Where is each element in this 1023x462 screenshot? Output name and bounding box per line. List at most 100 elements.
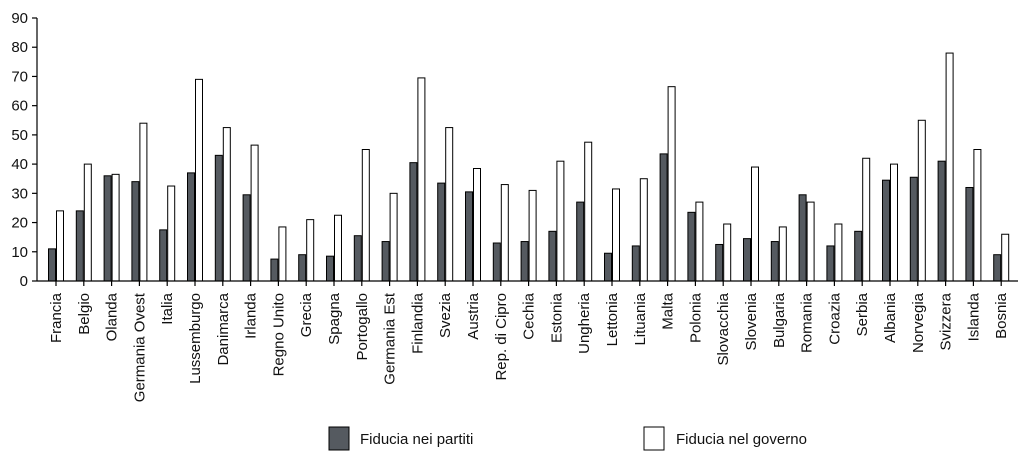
x-tick-label: Svizzera bbox=[938, 292, 955, 350]
bar-fiducia-partiti bbox=[131, 181, 140, 282]
bar-fiducia-partiti bbox=[75, 210, 84, 282]
x-tick-label: Rep. di Cipro bbox=[493, 293, 510, 381]
bar-fiducia-partiti bbox=[659, 153, 668, 282]
x-tick-label: Croazia bbox=[826, 292, 843, 344]
y-tick-label: 90 bbox=[11, 10, 28, 27]
bar-fiducia-governo bbox=[778, 226, 787, 282]
bar-fiducia-governo bbox=[834, 223, 843, 282]
bar-fiducia-partiti bbox=[103, 175, 112, 282]
bar-fiducia-governo bbox=[56, 210, 64, 282]
x-tick-label: Lussemburgo bbox=[187, 293, 204, 384]
bar-fiducia-governo bbox=[445, 127, 454, 282]
bar-fiducia-partiti bbox=[409, 162, 418, 282]
bar-fiducia-governo bbox=[612, 188, 620, 282]
x-tick-label: Austria bbox=[465, 292, 482, 339]
bar-fiducia-partiti bbox=[770, 241, 779, 282]
bar-fiducia-governo bbox=[973, 149, 982, 282]
x-tick-label: Malta bbox=[660, 292, 677, 329]
bar-fiducia-governo bbox=[167, 185, 176, 282]
bar-fiducia-partiti bbox=[631, 245, 640, 282]
bar-fiducia-governo bbox=[917, 119, 926, 282]
y-axis: 0 10 20 30 40 50 60 70 80 90 bbox=[11, 10, 38, 290]
bar-fiducia-partiti bbox=[965, 186, 974, 282]
x-tick-label: Slovenia bbox=[743, 292, 760, 350]
bar-fiducia-governo bbox=[751, 166, 759, 282]
bar-fiducia-governo bbox=[695, 201, 704, 282]
bar-fiducia-partiti bbox=[882, 179, 890, 282]
x-tick-label: Francia bbox=[48, 292, 65, 343]
bar-fiducia-partiti bbox=[270, 258, 279, 282]
legend: Fiducia nei partiti Fiducia nel governo bbox=[328, 426, 807, 451]
bar-fiducia-governo bbox=[139, 122, 148, 282]
bar-fiducia-partiti bbox=[743, 238, 751, 282]
bar-fiducia-partiti bbox=[48, 248, 56, 282]
bar-fiducia-governo bbox=[723, 223, 732, 282]
x-tick-label: Islanda bbox=[965, 292, 982, 341]
bar-fiducia-partiti bbox=[909, 176, 918, 282]
y-tick-label: 40 bbox=[11, 156, 28, 173]
bar-fiducia-partiti bbox=[715, 243, 724, 282]
legend-label-partiti: Fiducia nei partiti bbox=[360, 431, 473, 448]
bar-fiducia-partiti bbox=[798, 194, 807, 282]
x-tick-label: Slovacchia bbox=[715, 292, 732, 365]
bar-fiducia-partiti bbox=[159, 229, 168, 282]
y-tick-label: 80 bbox=[11, 39, 28, 56]
x-tick-label: Svezia bbox=[437, 292, 454, 338]
bar-fiducia-partiti bbox=[465, 191, 473, 282]
bar-fiducia-partiti bbox=[604, 252, 612, 282]
x-tick-label: Germania Ovest bbox=[131, 292, 148, 402]
bar-fiducia-governo bbox=[890, 163, 898, 282]
x-tick-label: Cechia bbox=[521, 292, 538, 339]
x-tick-label: Belgio bbox=[76, 293, 93, 335]
x-tick-label: Lettonia bbox=[604, 292, 621, 346]
bar-fiducia-partiti bbox=[214, 154, 223, 282]
x-tick-label: Bulgaria bbox=[771, 292, 788, 348]
bar-fiducia-partiti bbox=[854, 230, 863, 282]
y-tick-label: 0 bbox=[20, 273, 28, 290]
bar-fiducia-governo bbox=[667, 86, 676, 282]
bar-fiducia-governo bbox=[278, 226, 287, 282]
legend-swatch-governo bbox=[643, 426, 665, 451]
x-tick-label: Norvegia bbox=[910, 292, 927, 353]
x-tick-label: Italia bbox=[159, 292, 176, 324]
x-axis: Francia Belgio Olanda Germania Ovest Italia L… bbox=[37, 280, 1018, 402]
x-tick-label: Polonia bbox=[687, 292, 704, 343]
bar-fiducia-governo bbox=[222, 127, 231, 282]
bar-fiducia-partiti bbox=[492, 242, 501, 282]
bar-fiducia-governo bbox=[528, 189, 537, 282]
bar-fiducia-partiti bbox=[937, 160, 946, 282]
bar-fiducia-governo bbox=[500, 184, 509, 282]
x-tick-label: Romania bbox=[799, 292, 816, 353]
x-tick-label: Danimarca bbox=[215, 292, 232, 365]
bar-fiducia-governo bbox=[83, 163, 92, 282]
y-tick-label: 20 bbox=[11, 215, 28, 232]
x-tick-label: Germania Est bbox=[382, 292, 399, 385]
bar-fiducia-governo bbox=[1001, 233, 1010, 282]
y-tick-label: 10 bbox=[11, 244, 28, 261]
x-tick-label: Lituania bbox=[632, 292, 649, 345]
bar-fiducia-partiti bbox=[298, 254, 307, 282]
y-tick-label: 60 bbox=[11, 98, 28, 115]
x-tick-label: Bosnia bbox=[993, 292, 1010, 339]
bar-fiducia-governo bbox=[417, 77, 426, 282]
x-tick-label: Albania bbox=[882, 292, 899, 343]
bar-fiducia-governo bbox=[306, 219, 315, 282]
bar-fiducia-governo bbox=[639, 178, 648, 282]
y-tick-label: 50 bbox=[11, 127, 28, 144]
x-tick-label: Regno Unito bbox=[270, 293, 287, 376]
bar-fiducia-governo bbox=[945, 52, 954, 282]
bar-fiducia-partiti bbox=[993, 254, 1002, 282]
bar-fiducia-governo bbox=[862, 157, 871, 282]
bar-fiducia-governo bbox=[334, 214, 342, 282]
bar-fiducia-partiti bbox=[187, 172, 195, 282]
bar-fiducia-governo bbox=[195, 78, 203, 282]
bar-fiducia-governo bbox=[250, 144, 259, 282]
bar-fiducia-partiti bbox=[687, 211, 696, 282]
x-tick-label: Ungheria bbox=[576, 292, 593, 354]
bar-fiducia-partiti bbox=[520, 241, 529, 282]
legend-label-governo: Fiducia nel governo bbox=[676, 431, 807, 448]
bar-fiducia-governo bbox=[111, 173, 120, 282]
x-tick-label: Grecia bbox=[298, 292, 315, 337]
y-tick-label: 70 bbox=[11, 68, 28, 85]
